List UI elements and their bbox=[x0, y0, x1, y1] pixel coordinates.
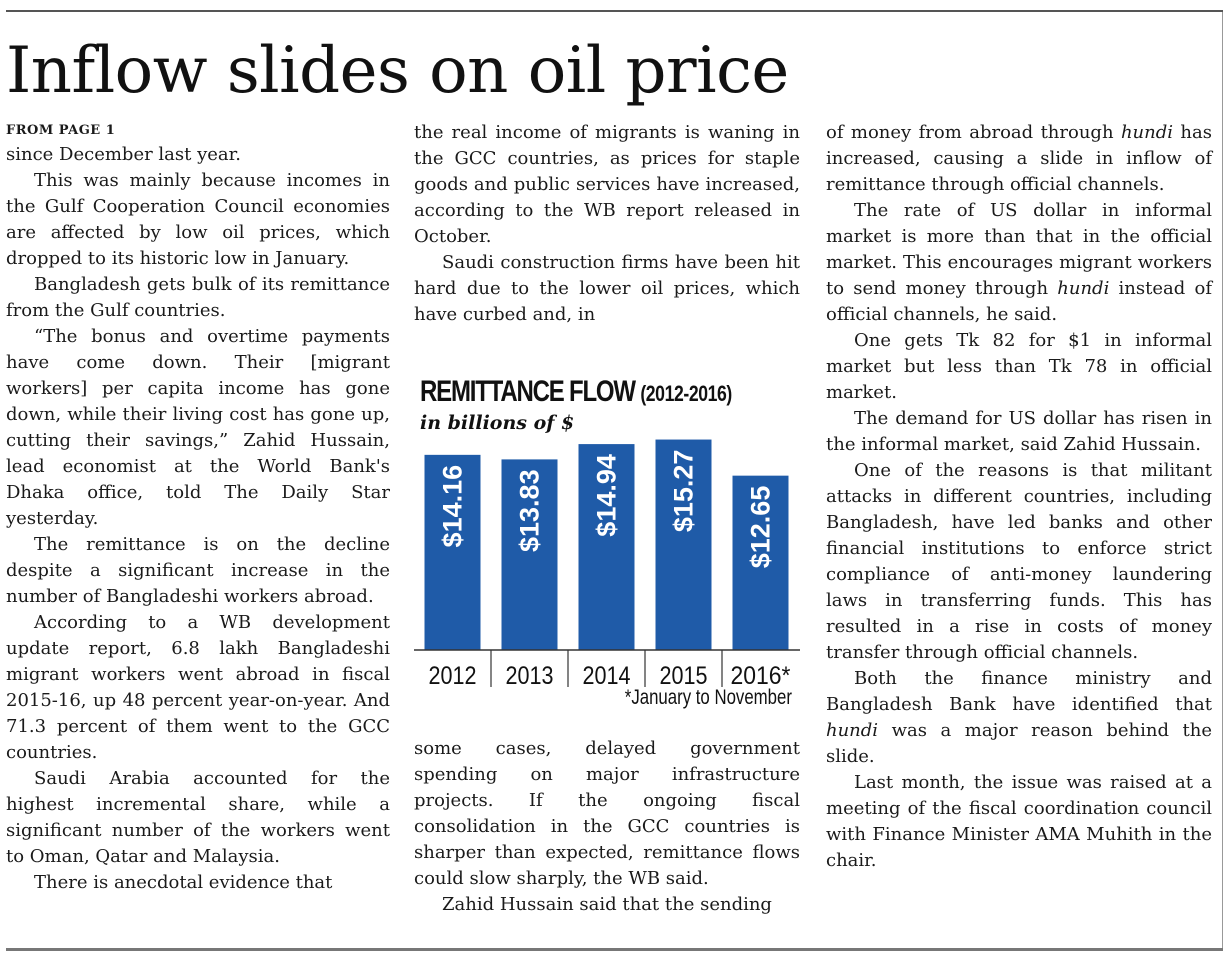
text-run: instead of official channels, he said. bbox=[826, 278, 1212, 325]
paragraph: One gets Tk 82 for $1 in informal market… bbox=[826, 328, 1212, 406]
paragraph: since December last year. bbox=[6, 144, 242, 165]
italic-term: hundi bbox=[1057, 278, 1110, 299]
paragraph: The demand for US dollar has risen in th… bbox=[826, 406, 1212, 458]
bar-value-label: $14.16 bbox=[438, 465, 468, 548]
x-tick-label: 2012 bbox=[429, 662, 477, 690]
text-run: has increased, causing a slide in inflow… bbox=[826, 122, 1212, 195]
from-page-label: FROM PAGE 1 bbox=[6, 123, 116, 138]
paragraph: This was mainly because incomes in the G… bbox=[6, 170, 390, 269]
text-run: Last month, the issue was raised at a me… bbox=[826, 772, 1212, 871]
paragraph: Zahid Hussain said that the sending bbox=[442, 894, 772, 915]
bar-2014 bbox=[578, 444, 635, 650]
italic-term: hundi bbox=[1120, 122, 1174, 143]
chart-title-main: REMITTANCE FLOW bbox=[420, 375, 636, 408]
article-column-3: of money from abroad through hundi has i… bbox=[826, 120, 1212, 874]
bar-value-label: $12.65 bbox=[746, 486, 776, 569]
top-rule bbox=[6, 10, 1223, 12]
text-run: of money from abroad through bbox=[826, 122, 1121, 143]
bar-2012 bbox=[424, 454, 481, 650]
bar-2016* bbox=[732, 475, 789, 650]
bar-2015 bbox=[655, 439, 712, 650]
x-tick-label: 2013 bbox=[506, 662, 554, 690]
remittance-chart: REMITTANCE FLOW (2012-2016) in billions … bbox=[414, 372, 800, 720]
paragraph: of money from abroad through hundi has i… bbox=[826, 120, 1212, 198]
chart-title-range: (2012-2016) bbox=[640, 381, 732, 406]
x-tick-label: 2014 bbox=[583, 662, 631, 690]
article-column-1: FROM PAGE 1 since December last year. Th… bbox=[6, 120, 390, 896]
bar-value-label: $15.27 bbox=[669, 450, 699, 533]
paragraph: One of the reasons is that militant atta… bbox=[826, 458, 1212, 666]
paragraph: There is anecdotal evidence that bbox=[34, 872, 333, 893]
bottom-rule bbox=[6, 948, 1223, 951]
text-run: One of the reasons is that militant atta… bbox=[826, 460, 1212, 663]
article-column-2-lower: some cases, delayed government spending … bbox=[414, 736, 800, 918]
paragraph: the real income of migrants is waning in… bbox=[414, 122, 800, 247]
right-rule bbox=[1222, 12, 1223, 948]
bar-value-label: $13.83 bbox=[515, 469, 545, 552]
x-tick-label: 2015 bbox=[660, 662, 708, 690]
headline: Inflow slides on oil price bbox=[6, 34, 789, 108]
paragraph: “The bonus and overtime payments have co… bbox=[6, 326, 390, 529]
paragraph: According to a WB development update rep… bbox=[6, 612, 390, 763]
paragraph: Last month, the issue was raised at a me… bbox=[826, 770, 1212, 874]
text-run: One gets Tk 82 for $1 in informal market… bbox=[826, 330, 1212, 403]
paragraph: The remittance is on the decline despite… bbox=[6, 534, 390, 607]
x-tick-label: 2016* bbox=[731, 662, 791, 690]
paragraph: Both the finance ministry and Bangladesh… bbox=[826, 666, 1212, 770]
paragraph: The rate of US dollar in informal market… bbox=[826, 198, 1212, 328]
chart-unit-label: in billions of $ bbox=[420, 412, 575, 434]
chart-title: REMITTANCE FLOW (2012-2016) bbox=[420, 372, 732, 414]
paragraph: Saudi construction firms have been hit h… bbox=[414, 252, 800, 325]
text-run: Both the finance ministry and Bangladesh… bbox=[826, 668, 1212, 715]
italic-term: hundi bbox=[826, 720, 879, 741]
bar-2013 bbox=[501, 459, 558, 650]
paragraph: Saudi Arabia accounted for the highest i… bbox=[6, 768, 390, 867]
paragraph: Bangladesh gets bulk of its remittance f… bbox=[6, 274, 390, 321]
article-column-2: the real income of migrants is waning in… bbox=[414, 120, 800, 328]
chart-footnote: *January to November bbox=[624, 686, 792, 709]
text-run: The demand for US dollar has risen in th… bbox=[826, 408, 1212, 455]
bar-value-label: $14.94 bbox=[592, 454, 622, 537]
chart-plot: $14.16 2012 $13.83 2013 $14.94 2014 $15.27 2015… bbox=[414, 439, 800, 690]
text-run: was a major reason behind the slide. bbox=[826, 720, 1212, 767]
text-run: The rate of US dollar in informal market… bbox=[826, 200, 1212, 299]
paragraph: some cases, delayed government spending … bbox=[414, 738, 800, 889]
